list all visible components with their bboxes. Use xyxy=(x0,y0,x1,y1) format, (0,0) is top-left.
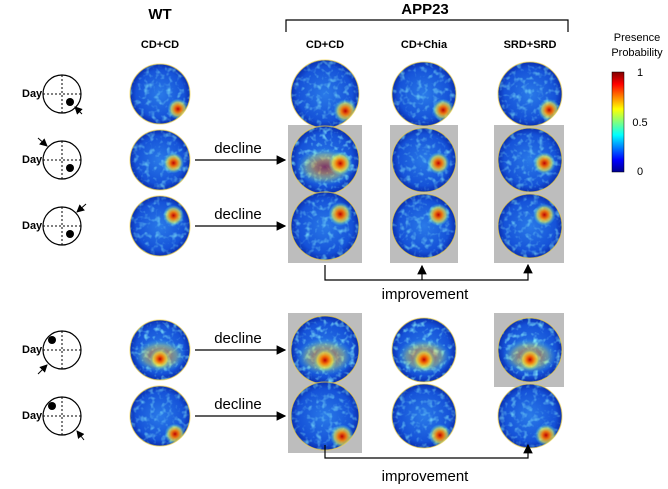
heatmap xyxy=(497,61,563,127)
colorbar-tick: 0.5 xyxy=(632,117,647,129)
annotation: improvement xyxy=(382,286,470,303)
heatmap-hotspot xyxy=(427,203,450,226)
annotation: decline xyxy=(214,140,262,157)
column-label: CD+CD xyxy=(306,39,344,51)
heatmap xyxy=(391,383,457,449)
heatmap xyxy=(391,127,457,193)
heatmap-rim xyxy=(391,193,457,259)
heatmap-rim xyxy=(497,61,563,127)
heatmap xyxy=(497,193,563,259)
heatmap-rim xyxy=(290,191,360,261)
column-label: CD+Chia xyxy=(401,39,448,51)
heatmap-texture xyxy=(498,194,562,258)
maze-target xyxy=(48,336,56,344)
colorbar xyxy=(611,71,625,173)
heatmap-hotspot xyxy=(313,348,337,373)
heatmap-hotspot xyxy=(163,152,184,174)
colorbar-title: Presence xyxy=(614,32,660,44)
annotation: improvement xyxy=(382,468,470,485)
heatmap xyxy=(129,63,191,125)
group-bracket xyxy=(285,19,569,32)
maze-target xyxy=(48,402,56,410)
maze-target xyxy=(66,164,74,172)
annotation: decline xyxy=(214,206,262,223)
heatmap-rim xyxy=(391,317,457,383)
heatmap-texture xyxy=(392,194,456,258)
entry-arrow xyxy=(37,137,48,147)
heatmap xyxy=(497,317,563,383)
heatmap-rim xyxy=(129,195,191,257)
heatmap xyxy=(290,191,360,261)
column-label: CD+CD xyxy=(141,39,179,51)
heatmap-rim xyxy=(497,317,563,383)
heatmap xyxy=(290,381,360,451)
heatmap-hotspot xyxy=(518,348,542,371)
heatmap xyxy=(497,127,563,193)
heatmap xyxy=(391,61,457,127)
heatmap xyxy=(129,385,191,447)
entry-arrow xyxy=(37,364,48,375)
heatmap-hotspot xyxy=(333,99,358,123)
colorbar-tick: 1 xyxy=(637,67,643,79)
column-label: SRD+SRD xyxy=(504,39,557,51)
heatmap-texture xyxy=(130,196,190,256)
maze-target xyxy=(66,98,74,106)
heatmap xyxy=(129,129,191,191)
entry-arrow xyxy=(76,430,85,441)
heatmap-texture xyxy=(291,192,359,260)
group-title: APP23 xyxy=(401,1,449,18)
heatmap-hotspot xyxy=(149,348,171,370)
entry-arrow xyxy=(74,106,83,115)
colorbar-tick: 0 xyxy=(637,166,643,178)
entry-arrow xyxy=(76,203,87,213)
colorbar-title: Probability xyxy=(611,47,663,59)
annotation: decline xyxy=(214,330,262,347)
heatmap xyxy=(129,195,191,257)
group-title: WT xyxy=(148,6,171,23)
heatmap-hotspot xyxy=(533,152,556,175)
heatmap-rim xyxy=(391,61,457,127)
heatmap-hotspot xyxy=(328,151,353,176)
heatmap-rim xyxy=(391,127,457,193)
heatmap-hotspot xyxy=(412,348,436,371)
heatmap xyxy=(129,319,191,381)
heatmap xyxy=(290,59,360,129)
maze-target xyxy=(66,230,74,238)
heatmap-rim xyxy=(129,319,191,381)
heatmap xyxy=(391,193,457,259)
improvement-bracket xyxy=(324,263,533,459)
heatmap-rim xyxy=(129,385,191,447)
heatmap-rim xyxy=(497,127,563,193)
heatmap-hotspot xyxy=(163,205,184,226)
heatmap-rim xyxy=(129,129,191,191)
heatmap-hotspot xyxy=(533,203,556,226)
heatmap xyxy=(290,125,360,195)
heatmap-hotspot xyxy=(427,152,450,175)
annotation: decline xyxy=(214,396,262,413)
heatmap xyxy=(290,315,360,385)
heatmap-rim xyxy=(129,63,191,125)
heatmap-hotspot xyxy=(328,202,353,227)
heatmap-rim xyxy=(497,193,563,259)
heatmap xyxy=(497,383,563,449)
heatmap-rim xyxy=(391,383,457,449)
heatmap xyxy=(391,317,457,383)
